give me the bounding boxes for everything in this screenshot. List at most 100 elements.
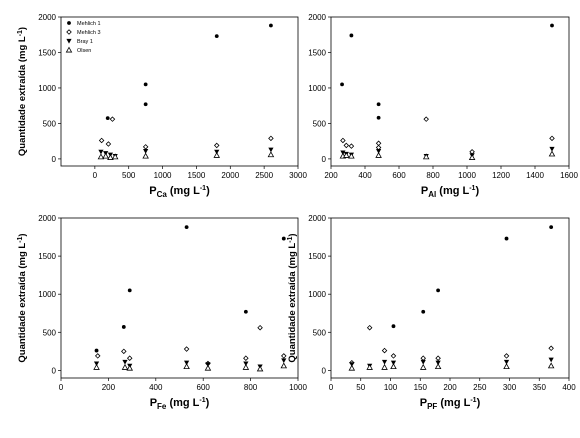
data-point — [142, 152, 149, 159]
chart-panel-top-left: 0 500 1000 1500 2000 2500 3000 0 500 1000 1500 2000… — [17, 13, 307, 199]
y-tick-label: 500 — [43, 328, 57, 337]
chart-panel-bottom-left: 0 200 400 600 800 1000 0 500 1000 1500 2000 PFe (mg… — [17, 214, 307, 411]
data-point — [381, 359, 388, 365]
y-tick-label: 0 — [322, 155, 327, 164]
y-tick-label: 2000 — [38, 13, 56, 22]
plot-frame — [60, 217, 299, 379]
series-mehlich-1 — [340, 23, 554, 120]
x-tick-label: 150 — [414, 383, 428, 392]
legend-label: Bray 1 — [77, 39, 93, 45]
data-point — [419, 363, 427, 370]
data-point — [504, 236, 509, 241]
legend: Mehlich 1 Mehlich 3 Bray 1 Olsen — [65, 21, 101, 54]
x-tick-label: 1400 — [526, 171, 544, 180]
data-point — [390, 360, 397, 366]
data-point — [184, 360, 190, 366]
legend-label: Olsen — [77, 48, 91, 54]
y-axis-label: Quantidade extraída (mg L-1) — [287, 233, 298, 362]
y-tick-label: 1000 — [38, 84, 56, 93]
series-olsen — [93, 362, 288, 372]
data-point — [381, 347, 388, 354]
data-point — [549, 146, 555, 152]
data-point — [548, 150, 556, 157]
y-axis-label: Quantidade extraída (mg L-1) — [17, 233, 28, 362]
data-point — [550, 23, 554, 28]
x-tick-label: 800 — [426, 171, 440, 180]
data-point — [420, 355, 426, 361]
y-tick-label: 1500 — [38, 48, 56, 57]
data-point — [107, 154, 114, 160]
data-point — [366, 363, 373, 370]
y-tick-label: 1000 — [38, 290, 56, 299]
series-mehlich-1 — [94, 225, 286, 353]
y-tick-label: 1000 — [308, 290, 326, 299]
data-point — [548, 345, 554, 352]
x-tick-label: 400 — [562, 383, 576, 392]
legend-marker — [67, 21, 71, 25]
data-point — [142, 144, 149, 150]
data-point — [205, 362, 211, 367]
data-point — [184, 225, 189, 230]
legend-label: Mehlich 3 — [77, 30, 101, 36]
data-point — [183, 363, 190, 370]
legend-label: Mehlich 1 — [77, 21, 101, 27]
data-point — [269, 23, 273, 28]
data-point — [243, 309, 248, 314]
data-point — [422, 153, 430, 160]
data-point — [503, 359, 510, 365]
data-point — [548, 357, 554, 363]
data-point — [375, 151, 382, 158]
data-point — [366, 324, 373, 331]
data-point — [126, 355, 133, 361]
series-olsen — [348, 362, 555, 371]
data-point — [257, 324, 263, 331]
data-point — [348, 364, 356, 371]
x-tick-label: 0 — [329, 383, 334, 392]
data-point — [94, 348, 99, 353]
y-tick-label: 500 — [313, 328, 327, 337]
data-point — [243, 361, 249, 367]
series-mehlich-3 — [98, 116, 274, 150]
x-tick-label: 1000 — [458, 171, 476, 180]
data-point — [126, 364, 134, 371]
data-point — [348, 152, 355, 159]
series-mehlich-1 — [105, 23, 273, 121]
x-tick-label: 200 — [443, 383, 457, 392]
x-tick-label: 2000 — [221, 171, 239, 180]
y-tick-label: 500 — [43, 119, 57, 128]
data-point — [503, 363, 510, 370]
x-axis-label: PAl (mg L-1) — [421, 185, 480, 199]
series-mehlich-3 — [349, 324, 554, 366]
x-tick-label: 350 — [533, 383, 547, 392]
legend-marker — [65, 46, 73, 53]
x-axis-label: PFe (mg L-1) — [150, 397, 210, 411]
data-point — [281, 236, 286, 241]
y-tick-label: 1000 — [308, 84, 326, 93]
data-point — [281, 358, 287, 364]
data-point — [280, 362, 288, 369]
data-point — [98, 149, 104, 155]
data-point — [340, 82, 344, 87]
series-mehlich-3 — [94, 324, 287, 367]
data-point — [93, 361, 100, 367]
chart-panel-top-right: 200 400 600 800 1000 1200 1400 1600 0 500 1000 1500… — [308, 13, 578, 199]
data-point — [242, 363, 250, 370]
data-point — [390, 363, 397, 370]
chart-panel-bottom-right: 0 50 100 150 200 250 300 350 400 0 500 1000 1500 2000… — [287, 214, 576, 411]
x-tick-label: 1500 — [188, 171, 206, 180]
y-tick-label: 0 — [52, 366, 57, 375]
x-tick-label: 300 — [503, 383, 517, 392]
series-olsen — [339, 150, 556, 160]
series-bray-1 — [340, 146, 555, 159]
data-point — [281, 353, 287, 359]
y-tick-label: 0 — [52, 155, 57, 164]
series-mehlich-3 — [340, 116, 555, 155]
data-point — [97, 153, 105, 160]
x-tick-label: 800 — [244, 383, 258, 392]
x-tick-label: 1000 — [154, 171, 172, 180]
data-point — [105, 116, 110, 121]
data-point — [143, 102, 148, 107]
data-point — [127, 288, 132, 293]
y-tick-label: 2000 — [38, 214, 56, 223]
